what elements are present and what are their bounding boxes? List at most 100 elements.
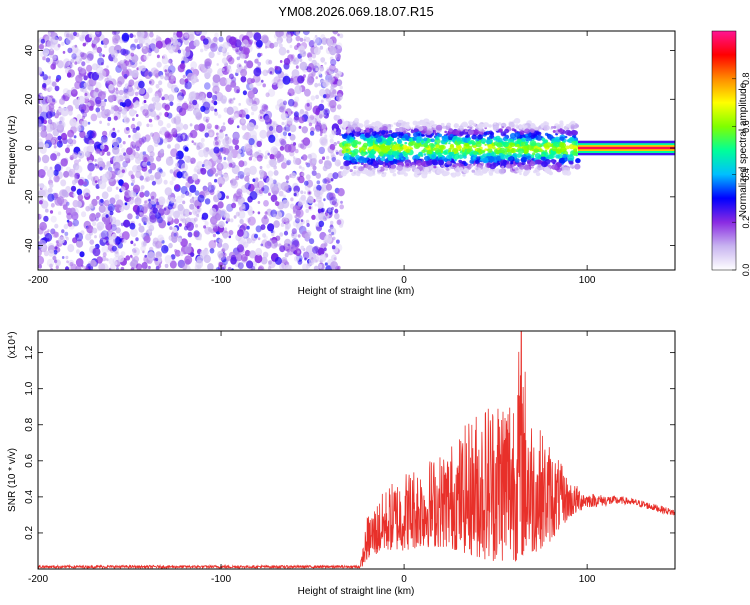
spectrogram-cell (233, 113, 239, 119)
spectrogram-cell (251, 111, 255, 116)
spectrogram-cell (294, 45, 299, 51)
spectrogram-cell (218, 252, 225, 261)
spectrogram-cell (453, 153, 460, 160)
spectrogram-cell (459, 131, 465, 136)
y-tick-label: -20 (24, 189, 35, 204)
spectrogram-cell (248, 165, 257, 175)
spectrogram-cell (222, 122, 226, 125)
spectrogram-cell (148, 80, 152, 85)
spectrogram-cell (99, 120, 102, 125)
spectrogram-cell (294, 255, 300, 262)
spectrogram-cell (259, 52, 263, 57)
spectrogram-cell (262, 83, 267, 88)
spectrogram-cell (421, 121, 427, 127)
spectrogram-cell (564, 135, 568, 139)
spectrogram-cell (468, 140, 473, 145)
spectrogram-cell (337, 188, 345, 197)
spectrogram-cell (128, 154, 135, 161)
spectrogram-cell (78, 34, 84, 41)
spectrogram-cell (399, 119, 404, 123)
spectrogram-cell (404, 154, 408, 158)
spectrogram-cell (177, 237, 182, 243)
spectrogram-cell (141, 240, 147, 248)
spectrogram-cell (168, 242, 173, 249)
spectrogram-cell (145, 176, 151, 182)
spectrogram-cell (164, 75, 169, 81)
spectrogram-cell (103, 239, 107, 243)
spectrogram-cell (237, 201, 242, 206)
spectrogram-cell (145, 42, 149, 46)
spectrogram-cell (305, 174, 311, 180)
spectrogram-cell (113, 166, 117, 171)
spectrogram-cell (210, 42, 218, 52)
spectrogram-x-axis-label: Height of straight line (km) (298, 286, 415, 297)
spectrogram-cell (210, 184, 216, 191)
spectrogram-cell (130, 52, 135, 57)
spectrogram-cell (46, 97, 53, 104)
spectrogram-cell (138, 80, 145, 89)
spectrogram-cell (164, 37, 172, 46)
spectrogram-cell (107, 203, 115, 212)
spectrogram-cell (167, 59, 171, 64)
spectrogram-cell (207, 182, 212, 187)
spectrogram-cell (293, 192, 297, 197)
spectrogram-cell (463, 155, 467, 159)
snr-y-axis-label: SNR (10 * v/v) (7, 448, 18, 512)
spectrogram-cell (477, 123, 484, 129)
x-tick-label: 0 (401, 275, 407, 286)
spectrogram-cell (540, 156, 546, 161)
spectrogram-cell (197, 194, 205, 203)
spectrogram-cell (530, 125, 533, 128)
spectrogram-cell (239, 113, 243, 118)
spectrogram-cell (171, 127, 178, 135)
spectrogram-cell (416, 139, 421, 144)
spectrogram-cell (259, 116, 263, 119)
spectrogram-cell (116, 80, 123, 88)
spectrogram-cell (214, 124, 219, 130)
spectrogram-cell (274, 138, 282, 147)
spectrogram-cell (534, 126, 539, 131)
spectrogram-cell (439, 144, 445, 150)
spectrogram-cell (299, 61, 308, 71)
spectrogram-cell (268, 192, 271, 196)
spectrogram-cell (38, 112, 41, 118)
spectrogram-cell (328, 229, 332, 233)
spectrogram-cell (182, 264, 191, 270)
spectrogram-cell (287, 38, 292, 43)
spectrogram-cell (242, 108, 249, 115)
spectrogram-cell (193, 232, 198, 237)
spectrogram-cell (266, 164, 271, 169)
spectrogram-cell (395, 127, 400, 132)
spectrogram-cell (149, 79, 155, 86)
spectrogram-cell (89, 239, 95, 245)
spectrogram-cell (267, 152, 271, 156)
spectrogram-cell (177, 64, 185, 73)
spectrogram-cell (149, 123, 153, 128)
spectrogram-cell (346, 143, 351, 147)
spectrogram-cell (102, 252, 107, 257)
spectrogram-cell (154, 116, 158, 120)
spectrogram-cell (277, 158, 281, 164)
spectrogram-cell (47, 32, 52, 36)
spectrogram-cell (306, 223, 310, 227)
spectrogram-cell (79, 58, 83, 62)
spectrogram-cell (275, 31, 283, 38)
spectrogram-cell (48, 48, 55, 56)
spectrogram-cell (434, 132, 438, 136)
spectrogram-cell (514, 124, 518, 128)
spectrogram-cell (44, 35, 50, 41)
spectrogram-cell (313, 43, 318, 47)
spectrogram-cell (324, 262, 328, 266)
spectrogram-cell (315, 94, 319, 100)
spectrogram-cell (140, 189, 143, 193)
spectrogram-cell (311, 71, 316, 77)
spectrogram-cell (89, 213, 97, 222)
spectrogram-y-axis-label: Frequency (Hz) (7, 116, 18, 185)
spectrogram-cell (477, 149, 481, 153)
spectrogram-cell (53, 145, 57, 149)
spectrogram-cell (235, 68, 240, 74)
spectrogram-cell (123, 127, 131, 135)
spectrogram-cell (294, 148, 299, 154)
spectrogram-cell (293, 115, 300, 123)
spectrogram-cell (293, 157, 300, 165)
